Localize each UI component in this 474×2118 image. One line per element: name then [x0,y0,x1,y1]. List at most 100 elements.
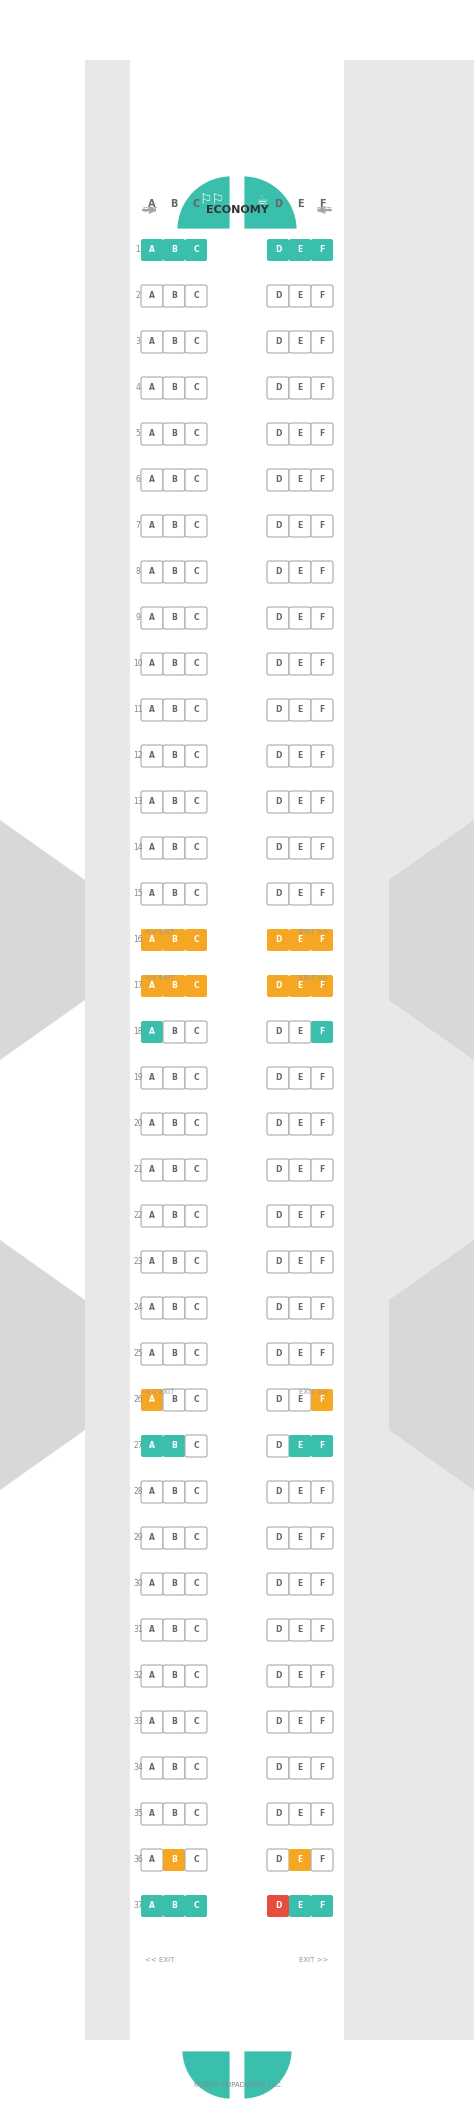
Text: C: C [193,1303,199,1313]
FancyBboxPatch shape [311,1343,333,1364]
Text: C: C [193,1396,199,1404]
Text: E: E [297,705,302,714]
Text: C: C [193,614,199,623]
FancyBboxPatch shape [289,561,311,582]
Text: B: B [171,1211,177,1220]
FancyBboxPatch shape [141,424,163,445]
FancyBboxPatch shape [289,1021,311,1042]
Text: 20: 20 [133,1120,143,1129]
FancyBboxPatch shape [141,1021,163,1042]
Text: B: B [171,1258,177,1267]
FancyBboxPatch shape [185,1665,207,1688]
Text: EXIT: EXIT [316,208,332,214]
FancyBboxPatch shape [311,1389,333,1411]
FancyBboxPatch shape [185,608,207,629]
FancyBboxPatch shape [163,1665,185,1688]
Text: E: E [297,1120,302,1129]
Text: 13: 13 [133,798,143,807]
Text: A: A [149,1165,155,1175]
Text: D: D [275,1165,281,1175]
Text: EXIT: EXIT [142,208,158,214]
FancyBboxPatch shape [311,699,333,720]
Text: 10: 10 [133,659,143,669]
Wedge shape [176,176,231,231]
Text: C: C [192,199,200,210]
FancyBboxPatch shape [267,468,289,491]
FancyBboxPatch shape [141,1618,163,1641]
Text: E: E [297,1165,302,1175]
Text: F: F [319,1809,325,1819]
Text: EXIT >>: EXIT >> [299,1389,328,1396]
Text: A: A [149,1671,155,1680]
Text: ⚐⚐: ⚐⚐ [200,193,225,208]
Text: C: C [193,1764,199,1773]
FancyBboxPatch shape [163,746,185,767]
Text: E: E [297,1396,302,1404]
Text: 11: 11 [133,705,143,714]
FancyBboxPatch shape [267,1159,289,1182]
Text: F: F [319,705,325,714]
Text: A: A [149,1258,155,1267]
FancyBboxPatch shape [289,1205,311,1226]
Text: C: C [193,1349,199,1358]
Text: 34: 34 [133,1764,143,1773]
Text: B: B [171,1487,177,1497]
Text: D: D [275,659,281,669]
FancyBboxPatch shape [311,468,333,491]
Text: D: D [275,1258,281,1267]
FancyBboxPatch shape [311,239,333,261]
Text: 17: 17 [133,981,143,991]
Text: D: D [275,798,281,807]
Text: E: E [297,1764,302,1773]
Text: F: F [319,337,325,347]
Text: E: E [297,752,302,760]
FancyBboxPatch shape [289,239,311,261]
FancyBboxPatch shape [185,1389,207,1411]
FancyBboxPatch shape [163,974,185,998]
Text: D: D [275,430,281,438]
Text: B: B [171,1074,177,1082]
FancyBboxPatch shape [141,468,163,491]
Text: A: A [149,430,155,438]
Text: 3: 3 [136,337,140,347]
Text: D: D [275,1671,281,1680]
Text: ©2018 TRIPADVISOR LLC: ©2018 TRIPADVISOR LLC [193,2082,281,2088]
FancyBboxPatch shape [185,1849,207,1870]
FancyBboxPatch shape [311,837,333,860]
Text: D: D [275,1718,281,1726]
Text: F: F [319,1211,325,1220]
Text: C: C [193,1165,199,1175]
FancyBboxPatch shape [311,930,333,951]
Text: A: A [149,1349,155,1358]
FancyBboxPatch shape [185,1296,207,1320]
FancyBboxPatch shape [141,1711,163,1733]
Text: A: A [149,981,155,991]
FancyBboxPatch shape [289,790,311,813]
Text: << EXIT: << EXIT [146,1957,175,1963]
Wedge shape [181,2050,231,2101]
FancyBboxPatch shape [185,1067,207,1089]
FancyBboxPatch shape [163,1343,185,1364]
Text: E: E [297,981,302,991]
Text: F: F [319,1074,325,1082]
Text: F: F [319,1487,325,1497]
FancyBboxPatch shape [141,974,163,998]
FancyBboxPatch shape [185,1527,207,1548]
FancyBboxPatch shape [163,1436,185,1457]
FancyBboxPatch shape [289,330,311,354]
Text: F: F [319,1120,325,1129]
Text: 36: 36 [133,1855,143,1864]
Text: E: E [297,1027,302,1036]
FancyBboxPatch shape [163,837,185,860]
FancyBboxPatch shape [163,1802,185,1826]
Text: << EXIT: << EXIT [146,974,175,981]
FancyBboxPatch shape [289,1343,311,1364]
Text: E: E [297,936,302,945]
Text: A: A [149,1580,155,1588]
Text: E: E [297,1718,302,1726]
Text: E: E [297,1671,302,1680]
Text: B: B [171,1764,177,1773]
FancyBboxPatch shape [163,330,185,354]
FancyBboxPatch shape [163,1296,185,1320]
FancyBboxPatch shape [185,1711,207,1733]
